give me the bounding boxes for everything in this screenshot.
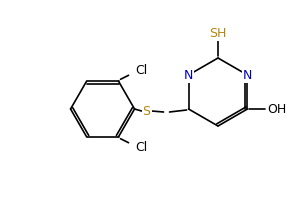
Text: OH: OH bbox=[267, 102, 286, 115]
Text: SH: SH bbox=[209, 27, 227, 40]
Text: Cl: Cl bbox=[135, 64, 148, 77]
Text: N: N bbox=[243, 69, 252, 82]
Text: S: S bbox=[142, 104, 150, 117]
Text: Cl: Cl bbox=[135, 141, 148, 154]
Text: N: N bbox=[184, 69, 193, 82]
